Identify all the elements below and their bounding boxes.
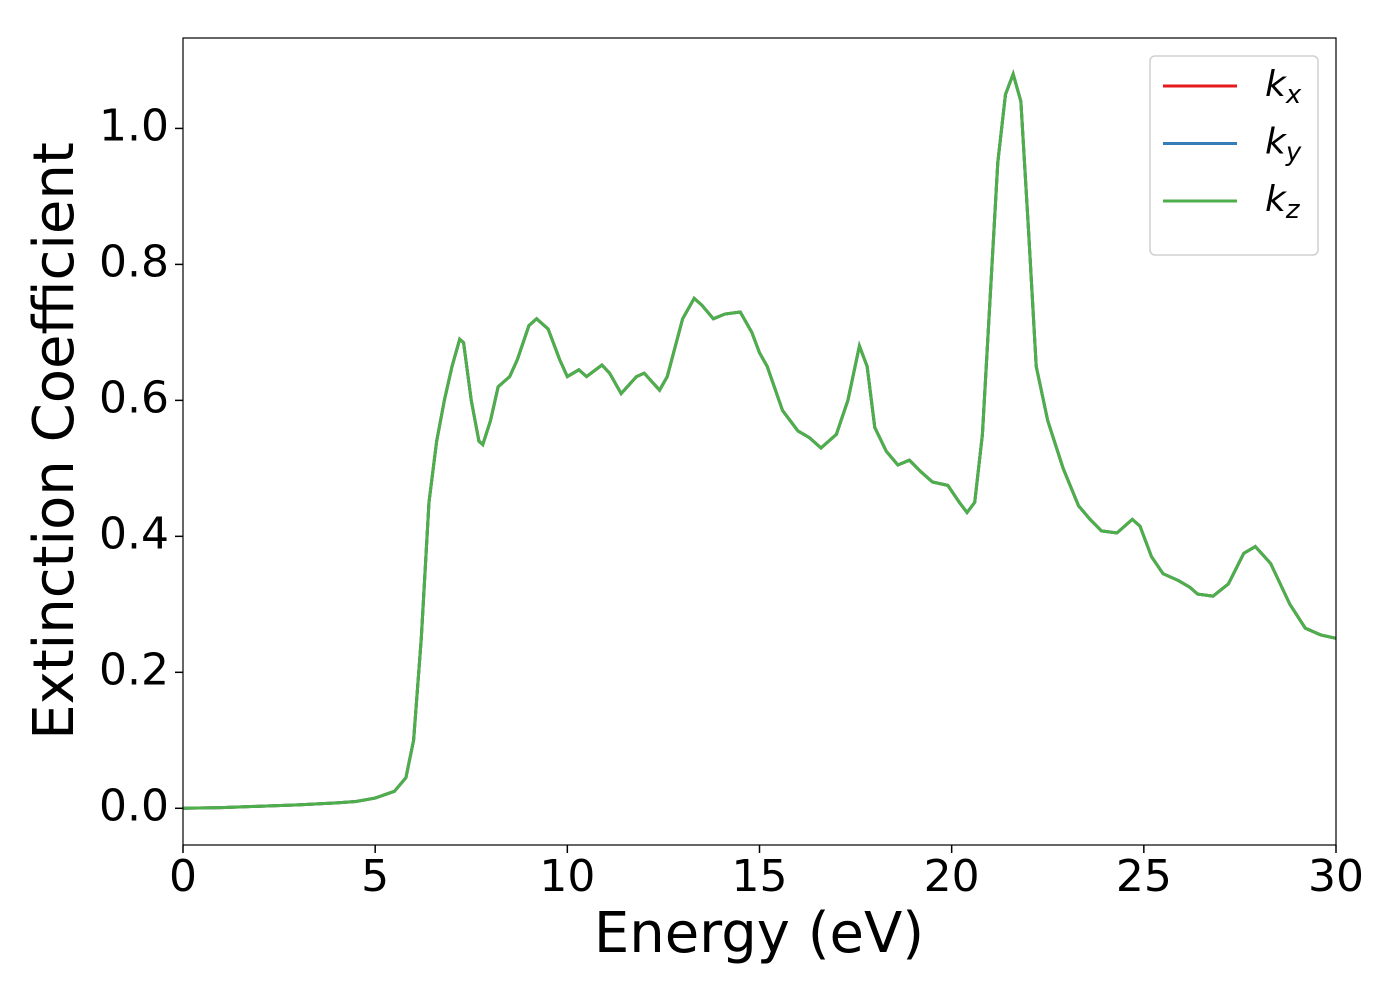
y-tick-label: 0.2	[99, 644, 169, 695]
x-tick-label: 25	[1116, 851, 1172, 902]
x-tick-label: 30	[1308, 851, 1364, 902]
line-series	[182, 69, 1337, 810]
x-tick-label: 20	[924, 851, 980, 902]
y-tick-label: 0.0	[99, 780, 169, 831]
legend-box	[1149, 55, 1319, 256]
legend-label: kx	[1265, 64, 1302, 110]
y-tick-label: 0.6	[99, 372, 169, 423]
x-tick-label: 10	[539, 851, 595, 902]
y-tick-label: 1.0	[99, 100, 169, 151]
y-tick-label: 0.4	[99, 508, 169, 559]
plot-frame	[182, 37, 1337, 846]
legend-label: kz	[1265, 179, 1301, 225]
x-tick-label: 5	[361, 851, 389, 902]
y-axis-label: Extinction Coefficient	[22, 142, 87, 740]
legend: kx ky kz	[1149, 55, 1319, 256]
legend-label: ky	[1265, 122, 1302, 168]
x-axis-label: Energy (eV)	[594, 901, 924, 966]
y-tick-label: 0.8	[99, 236, 169, 287]
x-tick-label: 15	[732, 851, 788, 902]
x-tick-label: 0	[169, 851, 197, 902]
